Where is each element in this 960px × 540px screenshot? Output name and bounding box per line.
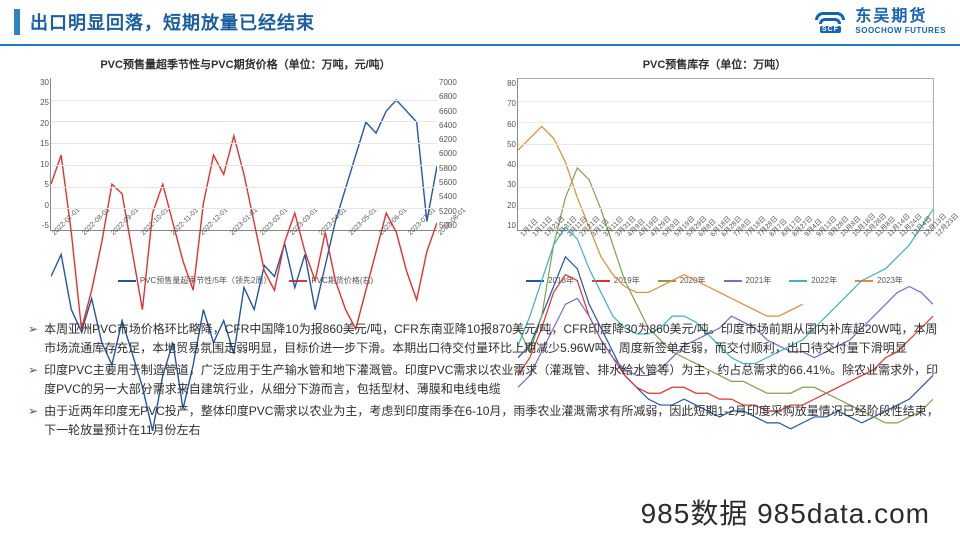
chart-right-title: PVC预售库存（单位：万吨） bbox=[489, 56, 940, 72]
chart-right: PVC预售库存（单位：万吨） 8070605040302010 1月1日1月11… bbox=[489, 56, 940, 286]
chart-left: PVC预售量超季节性与PVC期货价格（单位：万吨，元/吨） 3025201510… bbox=[20, 56, 471, 286]
chart-right-y1: 8070605040302010 bbox=[490, 79, 516, 230]
bullet-item: ➢由于近两年印度无PVC投产，整体印度PVC需求以农业为主，考虑到印度雨季在6-… bbox=[28, 402, 940, 439]
chart-left-title: PVC预售量超季节性与PVC期货价格（单位：万吨，元/吨） bbox=[20, 56, 471, 72]
charts-row: PVC预售量超季节性与PVC期货价格（单位：万吨，元/吨） 3025201510… bbox=[20, 56, 940, 286]
watermark: 985数据 985data.com bbox=[641, 492, 930, 532]
slide: 出口明显回落，短期放量已经结束 SCF 东吴期货 SOOCHOW FUTURES… bbox=[0, 0, 960, 540]
chart-right-plot: 8070605040302010 1月1日1月11日1月21日1月31日2月11… bbox=[517, 78, 934, 231]
brand-logo: SCF 东吴期货 SOOCHOW FUTURES bbox=[811, 6, 946, 38]
logo-mark-icon: SCF bbox=[811, 6, 849, 38]
logo-en: SOOCHOW FUTURES bbox=[855, 27, 946, 35]
title-group: 出口明显回落，短期放量已经结束 bbox=[0, 9, 315, 35]
chart-left-x: 2022-07-012022-08-012022-09-012022-10-01… bbox=[51, 232, 437, 270]
bullet-list: ➢本周亚洲PVC市场价格环比略降，CFR中国降10为报860美元/吨，CFR东南… bbox=[28, 320, 940, 444]
logo-text: 东吴期货 SOOCHOW FUTURES bbox=[855, 9, 946, 35]
title-accent bbox=[14, 9, 20, 35]
page-title: 出口明显回落，短期放量已经结束 bbox=[30, 9, 315, 35]
logo-cn: 东吴期货 bbox=[855, 9, 946, 25]
bullet-item: ➢本周亚洲PVC市场价格环比略降，CFR中国降10为报860美元/吨，CFR东南… bbox=[28, 320, 940, 357]
bullet-item: ➢印度PVC主要用于制造管道，广泛应用于生产输水管和地下灌溉管。印度PVC需求以… bbox=[28, 361, 940, 398]
chart-right-x: 1月1日1月11日1月21日1月31日2月11日2月21日3月1日3月11日3月… bbox=[518, 232, 933, 270]
chart-left-plot: 302520151050-5 7000680066006400620060005… bbox=[50, 78, 437, 231]
chart-left-y2: 7000680066006400620060005800560054005200… bbox=[439, 78, 469, 230]
header-bar: 出口明显回落，短期放量已经结束 SCF 东吴期货 SOOCHOW FUTURES bbox=[0, 0, 960, 46]
chart-left-y1: 302520151050-5 bbox=[23, 78, 49, 230]
